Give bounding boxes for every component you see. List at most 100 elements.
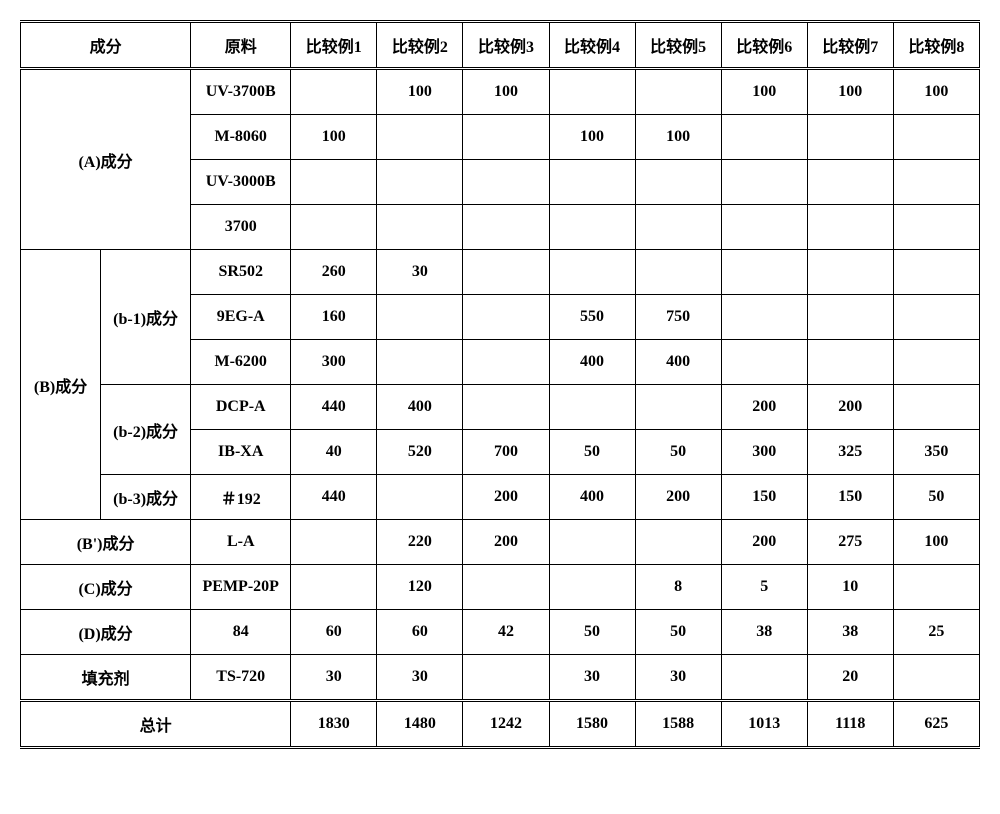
cell (463, 250, 549, 295)
cell: 700 (463, 430, 549, 475)
table-row: (B')成分 L-A 220 200 200 275 100 (21, 520, 980, 565)
group-B: (B)成分 (21, 250, 101, 520)
header-col-6: 比较例6 (721, 22, 807, 69)
cell (635, 205, 721, 250)
cell (721, 160, 807, 205)
cell (635, 385, 721, 430)
raw-label: PEMP-20P (191, 565, 291, 610)
cell: 750 (635, 295, 721, 340)
cell (463, 160, 549, 205)
cell: 520 (377, 430, 463, 475)
cell: 200 (807, 385, 893, 430)
cell (549, 520, 635, 565)
cell (893, 160, 979, 205)
cell (463, 655, 549, 701)
header-col-2: 比较例2 (377, 22, 463, 69)
cell: 50 (635, 430, 721, 475)
cell (635, 69, 721, 115)
cell (377, 115, 463, 160)
cell (549, 250, 635, 295)
table-row: (b-2)成分 DCP-A 440 400 200 200 (21, 385, 980, 430)
cell: 50 (549, 610, 635, 655)
cell (377, 160, 463, 205)
header-raw: 原料 (191, 22, 291, 69)
cell (893, 295, 979, 340)
cell: 100 (721, 69, 807, 115)
cell: 20 (807, 655, 893, 701)
cell: 60 (291, 610, 377, 655)
cell (893, 250, 979, 295)
cell: 625 (893, 701, 979, 748)
cell (549, 565, 635, 610)
cell: 350 (893, 430, 979, 475)
cell (893, 385, 979, 430)
cell: 325 (807, 430, 893, 475)
cell: 150 (807, 475, 893, 520)
cell: 440 (291, 475, 377, 520)
cell (721, 295, 807, 340)
raw-label: L-A (191, 520, 291, 565)
cell (377, 340, 463, 385)
group-b1: (b-1)成分 (101, 250, 191, 385)
raw-label: 84 (191, 610, 291, 655)
cell: 60 (377, 610, 463, 655)
cell (721, 250, 807, 295)
cell: 200 (463, 520, 549, 565)
raw-label: TS-720 (191, 655, 291, 701)
cell: 1830 (291, 701, 377, 748)
cell: 30 (549, 655, 635, 701)
cell (463, 340, 549, 385)
raw-label: 3700 (191, 205, 291, 250)
cell: 38 (807, 610, 893, 655)
cell (549, 160, 635, 205)
group-A: (A)成分 (21, 69, 191, 250)
cell (463, 115, 549, 160)
cell (463, 205, 549, 250)
cell (291, 160, 377, 205)
cell (721, 115, 807, 160)
cell: 200 (463, 475, 549, 520)
cell (807, 250, 893, 295)
cell: 1588 (635, 701, 721, 748)
raw-label: 9EG-A (191, 295, 291, 340)
raw-label: UV-3700B (191, 69, 291, 115)
cell (807, 115, 893, 160)
cell: 200 (721, 520, 807, 565)
cell (463, 565, 549, 610)
cell: 1580 (549, 701, 635, 748)
cell: 5 (721, 565, 807, 610)
cell: 150 (721, 475, 807, 520)
cell: 30 (377, 250, 463, 295)
cell: 440 (291, 385, 377, 430)
group-C: (C)成分 (21, 565, 191, 610)
cell (635, 520, 721, 565)
cell: 100 (893, 520, 979, 565)
cell (291, 520, 377, 565)
cell: 300 (291, 340, 377, 385)
table-row: (C)成分 PEMP-20P 120 8 5 10 (21, 565, 980, 610)
header-col-1: 比较例1 (291, 22, 377, 69)
group-Bp: (B')成分 (21, 520, 191, 565)
cell (377, 295, 463, 340)
cell: 1118 (807, 701, 893, 748)
cell: 100 (377, 69, 463, 115)
cell (635, 250, 721, 295)
group-D: (D)成分 (21, 610, 191, 655)
total-row: 总计 1830 1480 1242 1580 1588 1013 1118 62… (21, 701, 980, 748)
cell: 50 (635, 610, 721, 655)
table-row: (D)成分 84 60 60 42 50 50 38 38 25 (21, 610, 980, 655)
cell: 25 (893, 610, 979, 655)
cell: 100 (635, 115, 721, 160)
cell: 100 (807, 69, 893, 115)
header-col-7: 比较例7 (807, 22, 893, 69)
cell: 30 (377, 655, 463, 701)
cell (549, 69, 635, 115)
cell (893, 565, 979, 610)
cell (291, 205, 377, 250)
cell: 42 (463, 610, 549, 655)
cell: 100 (463, 69, 549, 115)
cell: 400 (377, 385, 463, 430)
cell (893, 115, 979, 160)
cell: 400 (549, 475, 635, 520)
table-row: 填充剂 TS-720 30 30 30 30 20 (21, 655, 980, 701)
